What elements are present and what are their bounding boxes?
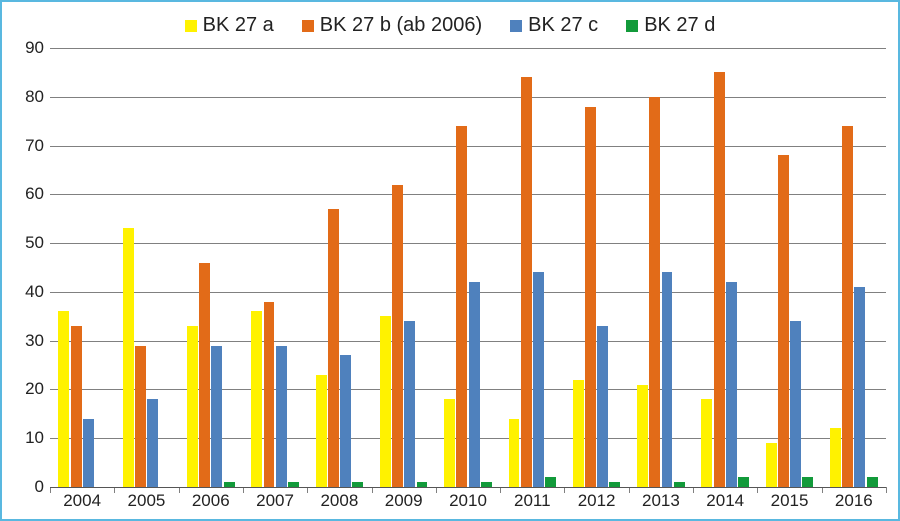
legend-label: BK 27 b (ab 2006)	[320, 14, 482, 37]
legend-swatch	[302, 20, 314, 32]
y-tick-label: 30	[25, 331, 50, 351]
bar	[545, 477, 556, 487]
plot-area: 0102030405060708090200420052006200720082…	[50, 48, 886, 487]
x-tick-label: 2013	[642, 487, 680, 511]
bar	[328, 209, 339, 487]
bar	[123, 228, 134, 487]
legend-item: BK 27 a	[185, 14, 274, 37]
bar	[264, 302, 275, 487]
bar	[456, 126, 467, 487]
bar	[251, 311, 262, 487]
bar	[392, 185, 403, 487]
y-tick-label: 10	[25, 428, 50, 448]
y-tick-label: 80	[25, 87, 50, 107]
x-tick-label: 2006	[192, 487, 230, 511]
bar	[316, 375, 327, 487]
bar	[211, 346, 222, 487]
x-tick-label: 2016	[835, 487, 873, 511]
bar	[790, 321, 801, 487]
gridline	[50, 194, 886, 195]
legend-label: BK 27 d	[644, 14, 715, 37]
gridline	[50, 146, 886, 147]
bar	[802, 477, 813, 487]
bar	[714, 72, 725, 487]
x-tick-label: 2010	[449, 487, 487, 511]
x-tick-label: 2007	[256, 487, 294, 511]
bar	[444, 399, 455, 487]
legend-swatch	[185, 20, 197, 32]
bar	[597, 326, 608, 487]
bar	[637, 385, 648, 487]
x-tick-label: 2011	[514, 487, 551, 511]
y-tick-label: 60	[25, 184, 50, 204]
chart-inner: BK 27 a BK 27 b (ab 2006) BK 27 c BK 27 d 0…	[4, 4, 896, 517]
gridline	[50, 243, 886, 244]
bar	[766, 443, 777, 487]
y-tick-label: 20	[25, 379, 50, 399]
bar	[533, 272, 544, 487]
gridline	[50, 48, 886, 49]
y-tick-label: 40	[25, 282, 50, 302]
legend-item: BK 27 c	[510, 14, 598, 37]
x-tick-label: 2004	[63, 487, 101, 511]
bar	[199, 263, 210, 487]
legend-label: BK 27 c	[528, 14, 598, 37]
x-tick-label: 2014	[706, 487, 744, 511]
bar	[380, 316, 391, 487]
bar	[340, 355, 351, 487]
bar	[778, 155, 789, 487]
bar	[649, 97, 660, 487]
bar	[854, 287, 865, 487]
bar	[738, 477, 749, 487]
x-tick-label: 2015	[771, 487, 809, 511]
bar	[701, 399, 712, 487]
bar	[58, 311, 69, 487]
bar	[71, 326, 82, 487]
bar	[573, 380, 584, 487]
bar	[726, 282, 737, 487]
bar	[404, 321, 415, 487]
legend: BK 27 a BK 27 b (ab 2006) BK 27 c BK 27 d	[4, 14, 896, 37]
x-tick-label: 2005	[128, 487, 166, 511]
bar	[830, 428, 841, 487]
bar	[842, 126, 853, 487]
legend-item: BK 27 d	[626, 14, 715, 37]
bar	[585, 107, 596, 487]
x-tick-label: 2012	[578, 487, 616, 511]
legend-label: BK 27 a	[203, 14, 274, 37]
x-tick-label: 2009	[385, 487, 423, 511]
bar	[469, 282, 480, 487]
x-axis-line	[50, 487, 886, 488]
y-tick-label: 50	[25, 233, 50, 253]
y-tick-label: 0	[35, 477, 50, 497]
bar	[83, 419, 94, 487]
legend-item: BK 27 b (ab 2006)	[302, 14, 482, 37]
bar	[867, 477, 878, 487]
x-tick-mark	[886, 487, 887, 493]
bar	[662, 272, 673, 487]
bar	[276, 346, 287, 487]
chart-frame: BK 27 a BK 27 b (ab 2006) BK 27 c BK 27 d 0…	[0, 0, 900, 521]
bar	[187, 326, 198, 487]
bar	[147, 399, 158, 487]
legend-swatch	[626, 20, 638, 32]
gridline	[50, 97, 886, 98]
bar	[521, 77, 532, 487]
y-tick-label: 70	[25, 136, 50, 156]
bar	[509, 419, 520, 487]
legend-swatch	[510, 20, 522, 32]
x-tick-label: 2008	[320, 487, 358, 511]
y-tick-label: 90	[25, 38, 50, 58]
bar	[135, 346, 146, 487]
